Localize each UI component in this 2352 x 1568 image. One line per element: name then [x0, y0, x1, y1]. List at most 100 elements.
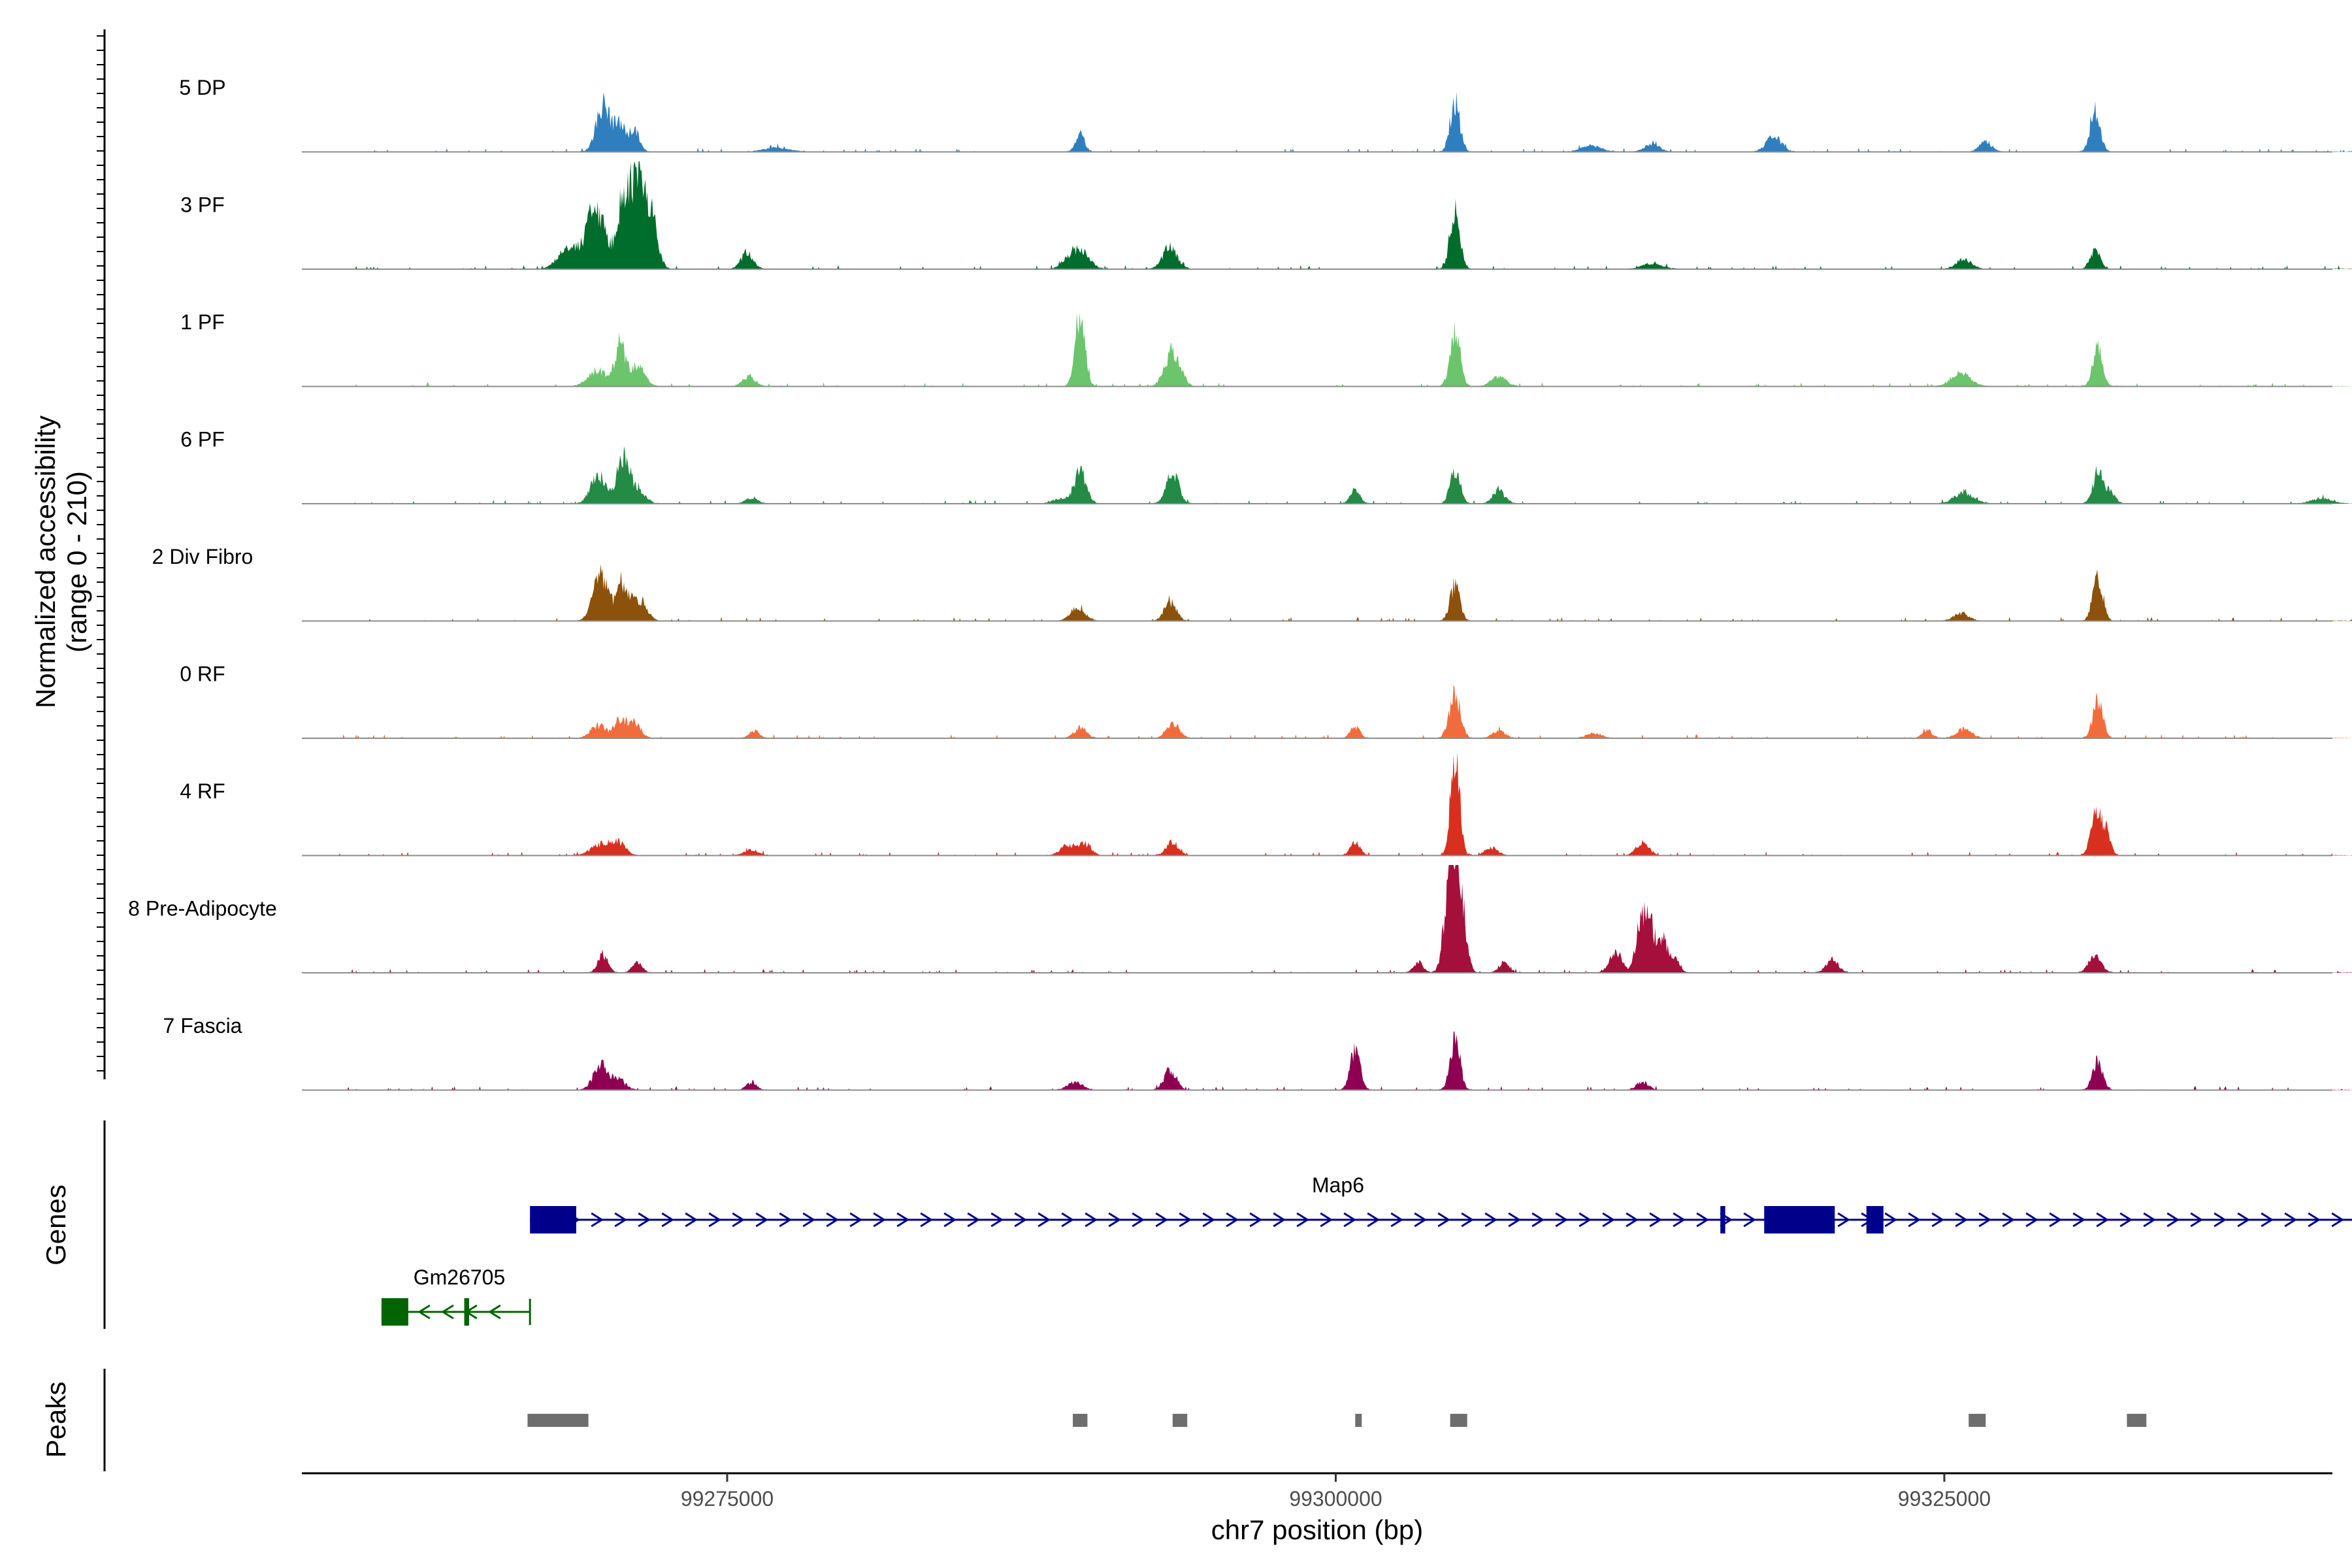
- strand-arrow: [488, 1304, 501, 1320]
- strand-arrow: [1602, 1212, 1616, 1228]
- strand-arrow: [1414, 1212, 1428, 1228]
- strand-arrow: [1743, 1212, 1757, 1228]
- strand-arrow: [1578, 1212, 1592, 1228]
- track-label: 3 PF: [180, 193, 225, 217]
- strand-arrow: [2072, 1212, 2086, 1228]
- coverage-area: [337, 446, 2352, 504]
- track-label: 2 Div Fibro: [152, 545, 253, 568]
- strand-arrow: [1273, 1212, 1286, 1228]
- coverage-area: [337, 161, 2352, 269]
- left-y-axis: [97, 29, 106, 1079]
- strand-arrow: [1531, 1212, 1545, 1228]
- strand-arrow: [2025, 1212, 2039, 1228]
- strand-arrow: [1955, 1212, 1968, 1228]
- strand-arrow: [1155, 1212, 1169, 1228]
- x-tick-label: 99275000: [681, 1487, 774, 1511]
- strand-arrow: [967, 1212, 981, 1228]
- strand-arrow: [1437, 1212, 1451, 1228]
- strand-arrow: [1014, 1212, 1028, 1228]
- coverage-area: [337, 751, 2352, 856]
- x-axis-ticks: 99275000 99300000 99325000: [681, 1473, 1991, 1511]
- track-1-pf: 1 PF: [180, 310, 2352, 387]
- gene-map6: Map6: [530, 1173, 2352, 1233]
- strand-arrow: [1837, 1212, 1851, 1228]
- coverage-tracks: 5 DP 3 PF 1 PF 6 PF 2 Div Fibro 0 RF 4 RF 8 Pre…: [128, 76, 2352, 1091]
- strand-arrow: [1249, 1212, 1263, 1228]
- strand-arrow: [943, 1212, 957, 1228]
- y-axis-title-line2: (range 0 - 210): [61, 471, 92, 653]
- strand-arrow: [2308, 1212, 2321, 1228]
- strand-arrow: [1508, 1212, 1522, 1228]
- strand-arrow: [2119, 1212, 2133, 1228]
- strand-arrow: [1132, 1212, 1145, 1228]
- peak-region: [1968, 1414, 1986, 1427]
- strand-arrow: [1649, 1212, 1663, 1228]
- strand-arrow: [708, 1212, 722, 1228]
- track-label: 7 Fascia: [163, 1014, 242, 1037]
- strand-arrow: [1390, 1212, 1404, 1228]
- strand-arrow: [755, 1212, 769, 1228]
- gene-exon: [530, 1206, 576, 1233]
- peak-regions-track: [527, 1414, 2147, 1427]
- track-label: 8 Pre-Adipocyte: [128, 897, 277, 921]
- strand-arrow: [1226, 1212, 1239, 1228]
- strand-arrow: [2261, 1212, 2274, 1228]
- track-6-pf: 6 PF: [180, 428, 2352, 504]
- strand-arrow: [849, 1212, 863, 1228]
- strand-arrow: [1202, 1212, 1216, 1228]
- peak-region: [1450, 1414, 1467, 1427]
- track-5-dp: 5 DP: [179, 76, 2352, 153]
- track-8-pre-adipocyte: 8 Pre-Adipocyte: [128, 865, 2352, 973]
- strand-arrow: [591, 1212, 604, 1228]
- coverage-area: [337, 564, 2352, 621]
- strand-arrow: [1484, 1212, 1498, 1228]
- strand-arrow: [1179, 1212, 1192, 1228]
- strand-arrow: [1461, 1212, 1475, 1228]
- strand-arrow: [1108, 1212, 1122, 1228]
- strand-arrow: [1367, 1212, 1380, 1228]
- strand-arrow: [2049, 1212, 2063, 1228]
- y-axis-title-line1: Normalized accessibility: [30, 416, 61, 708]
- track-label: 1 PF: [180, 310, 225, 334]
- strand-arrow: [1061, 1212, 1075, 1228]
- gene-name-label: Gm26705: [414, 1266, 506, 1289]
- strand-arrow: [1296, 1212, 1310, 1228]
- strand-arrow: [1978, 1212, 1992, 1228]
- strand-arrow: [1625, 1212, 1639, 1228]
- track-label: 6 PF: [180, 428, 225, 451]
- strand-arrow: [1343, 1212, 1357, 1228]
- strand-arrow: [638, 1212, 651, 1228]
- track-7-fascia: 7 Fascia: [163, 1014, 2352, 1091]
- track-2-div-fibro: 2 Div Fibro: [152, 545, 2352, 622]
- strand-arrow: [2213, 1212, 2227, 1228]
- strand-arrow: [2284, 1212, 2298, 1228]
- gene-exon: [1764, 1206, 1835, 1233]
- strand-arrow: [2002, 1212, 2016, 1228]
- gene-exon: [1720, 1206, 1725, 1233]
- peak-region: [1355, 1414, 1362, 1427]
- gene-exon: [381, 1298, 408, 1326]
- peaks-panel-label: Peaks: [41, 1382, 71, 1458]
- genes-panel-label: Genes: [41, 1184, 71, 1266]
- strand-arrow: [1320, 1212, 1333, 1228]
- gene-gm26705: Gm26705: [381, 1266, 531, 1326]
- strand-arrow: [1673, 1212, 1686, 1228]
- strand-arrow: [417, 1304, 431, 1320]
- strand-arrow: [990, 1212, 1004, 1228]
- strand-arrow: [732, 1212, 745, 1228]
- gene-annotation-track: Map6 Gm26705: [381, 1173, 2352, 1326]
- strand-arrow: [2190, 1212, 2204, 1228]
- strand-arrow: [441, 1304, 454, 1320]
- x-tick-label: 99325000: [1898, 1487, 1991, 1511]
- gene-name-label: Map6: [1312, 1173, 1364, 1197]
- track-3-pf: 3 PF: [180, 161, 2352, 270]
- strand-arrow: [1908, 1212, 1921, 1228]
- strand-arrow: [1037, 1212, 1051, 1228]
- gene-exon: [1866, 1206, 1884, 1233]
- strand-arrow: [920, 1212, 934, 1228]
- coverage-area: [337, 865, 2352, 973]
- coverage-area: [337, 685, 2352, 738]
- strand-arrow: [873, 1212, 887, 1228]
- strand-arrow: [1696, 1212, 1710, 1228]
